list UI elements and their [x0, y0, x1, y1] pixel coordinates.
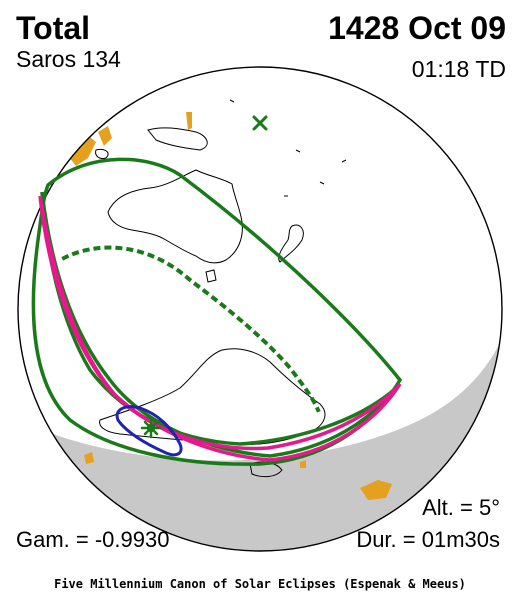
- tasmania-coast: [205, 269, 217, 283]
- x-cross-icon: [252, 115, 268, 131]
- south-america-tip: [249, 461, 283, 478]
- pacific-islands: [229, 99, 347, 197]
- saros-label: Saros 134: [16, 46, 121, 72]
- umbral-path-limits: [38, 195, 402, 462]
- footer-credit: Five Millennium Canon of Solar Eclipses …: [54, 577, 466, 591]
- new-zealand-coast: [278, 224, 304, 263]
- eclipse-paths: [31, 157, 403, 466]
- totality-duration: Dur. = 01m30s: [356, 527, 500, 552]
- sun-altitude: Alt. = 5°: [422, 495, 500, 520]
- gamma-value: Gam. = -0.9930: [16, 527, 170, 552]
- eclipse-date: 1428 Oct 09: [328, 10, 506, 46]
- eight-point-star-icon: [140, 417, 162, 439]
- new-guinea-coast: [147, 127, 208, 151]
- sunrise-sunset-curve: [115, 405, 183, 457]
- penumbra-outer-limit: [31, 157, 403, 466]
- australia-coast: [107, 169, 243, 264]
- antarctica-coast: [99, 348, 326, 445]
- globe-disc: [18, 67, 502, 551]
- eclipse-time: 01:18 TD: [411, 56, 506, 82]
- eclipse-type-title: Total: [16, 10, 91, 46]
- globe-outline: [17, 66, 503, 552]
- central-line-dots: [61, 245, 321, 413]
